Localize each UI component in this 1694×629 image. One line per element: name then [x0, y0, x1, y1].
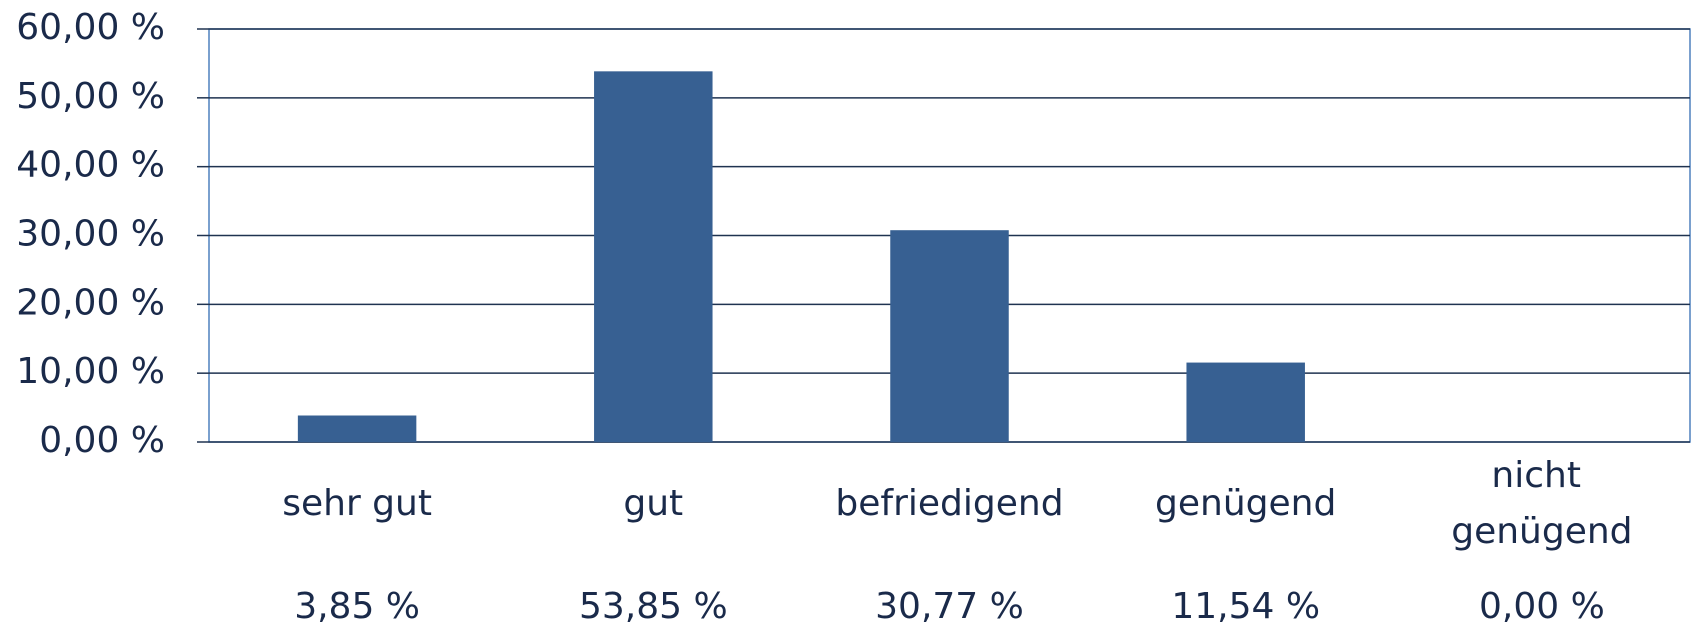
y-tick-label: 50,00 %	[16, 76, 165, 117]
value-label: 53,85 %	[579, 586, 728, 627]
value-label: 3,85 %	[294, 586, 420, 627]
bar	[890, 230, 1009, 442]
y-tick-label: 30,00 %	[16, 214, 165, 255]
value-label: 11,54 %	[1171, 586, 1320, 627]
y-tick-label: 0,00 %	[39, 420, 165, 461]
y-tick-label: 60,00 %	[16, 7, 165, 48]
y-tick-label: 10,00 %	[16, 351, 165, 392]
x-tick-label: gut	[623, 483, 683, 524]
x-tick-label: befriedigend	[835, 483, 1063, 524]
bar	[297, 415, 417, 442]
value-label: 30,77 %	[875, 586, 1024, 627]
y-tick-label: 20,00 %	[16, 282, 165, 323]
value-label: 0,00 %	[1479, 586, 1605, 627]
x-tick-label: nicht genügend	[1451, 455, 1632, 552]
y-tick-label: 40,00 %	[16, 145, 165, 186]
x-tick-label: genügend	[1155, 483, 1336, 524]
x-tick-label: sehr gut	[282, 483, 432, 524]
bar	[594, 71, 713, 443]
bar	[1186, 362, 1305, 442]
